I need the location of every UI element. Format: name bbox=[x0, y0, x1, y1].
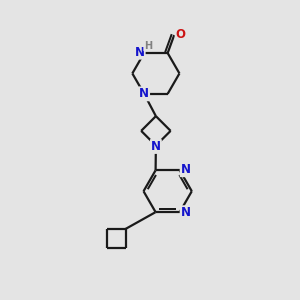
Text: N: N bbox=[135, 46, 145, 59]
Text: N: N bbox=[181, 206, 190, 219]
Text: N: N bbox=[139, 87, 149, 100]
Text: O: O bbox=[176, 28, 186, 41]
Text: N: N bbox=[181, 163, 190, 176]
Text: H: H bbox=[144, 41, 152, 51]
Text: N: N bbox=[151, 140, 161, 153]
